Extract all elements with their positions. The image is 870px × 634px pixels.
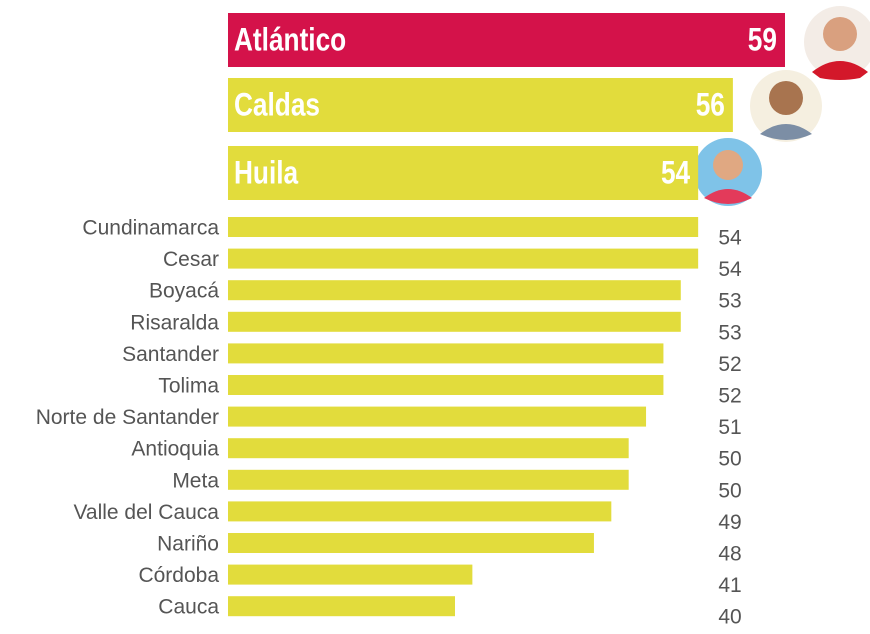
category-label: Antioquia (131, 438, 219, 461)
bar (228, 375, 663, 395)
bar (228, 146, 698, 200)
value-label: 49 (718, 511, 741, 534)
bar (228, 565, 472, 585)
category-label: Nariño (157, 533, 219, 556)
category-label: Meta (172, 469, 219, 492)
category-label: Santander (122, 343, 219, 366)
value-label: 51 (718, 416, 741, 439)
value-label: 40 (718, 606, 741, 629)
chart: Atlántico 59 Caldas 56 Huila 54 Cundinamarca 54… (0, 0, 870, 634)
bar (228, 438, 629, 458)
value-label: 54 (661, 156, 691, 191)
avatar-face (823, 17, 857, 51)
bar-label: Huila (234, 156, 299, 191)
bar (228, 596, 455, 616)
category-label: Córdoba (138, 564, 219, 587)
category-label: Cundinamarca (82, 217, 219, 240)
category-label: Cesar (163, 248, 219, 271)
value-label: 53 (718, 290, 741, 313)
value-label: 54 (718, 258, 742, 281)
value-label: 59 (748, 23, 777, 58)
value-label: 41 (718, 574, 741, 597)
category-label: Valle del Cauca (73, 501, 219, 524)
category-label: Boyacá (149, 280, 219, 303)
category-label: Norte de Santander (36, 406, 219, 429)
bar (228, 470, 629, 490)
category-label: Cauca (158, 596, 219, 619)
value-label: 50 (718, 479, 741, 502)
bar-label: Atlántico (234, 23, 346, 58)
value-label: 53 (718, 321, 741, 344)
bar (228, 343, 663, 363)
bar (228, 533, 594, 553)
bar-label: Caldas (234, 88, 320, 123)
avatar-face (713, 150, 743, 180)
category-label: Tolima (158, 375, 219, 398)
value-label: 54 (718, 227, 742, 250)
bar (228, 249, 698, 269)
value-label: 56 (696, 88, 725, 123)
bar (228, 217, 698, 237)
value-label: 50 (718, 448, 741, 471)
bar (228, 407, 646, 427)
bar (228, 501, 611, 521)
bar (228, 280, 681, 300)
avatar-face (769, 81, 803, 115)
value-label: 52 (718, 385, 741, 408)
value-label: 52 (718, 353, 741, 376)
value-label: 48 (718, 543, 741, 566)
category-label: Risaralda (130, 311, 219, 334)
bar (228, 312, 681, 332)
